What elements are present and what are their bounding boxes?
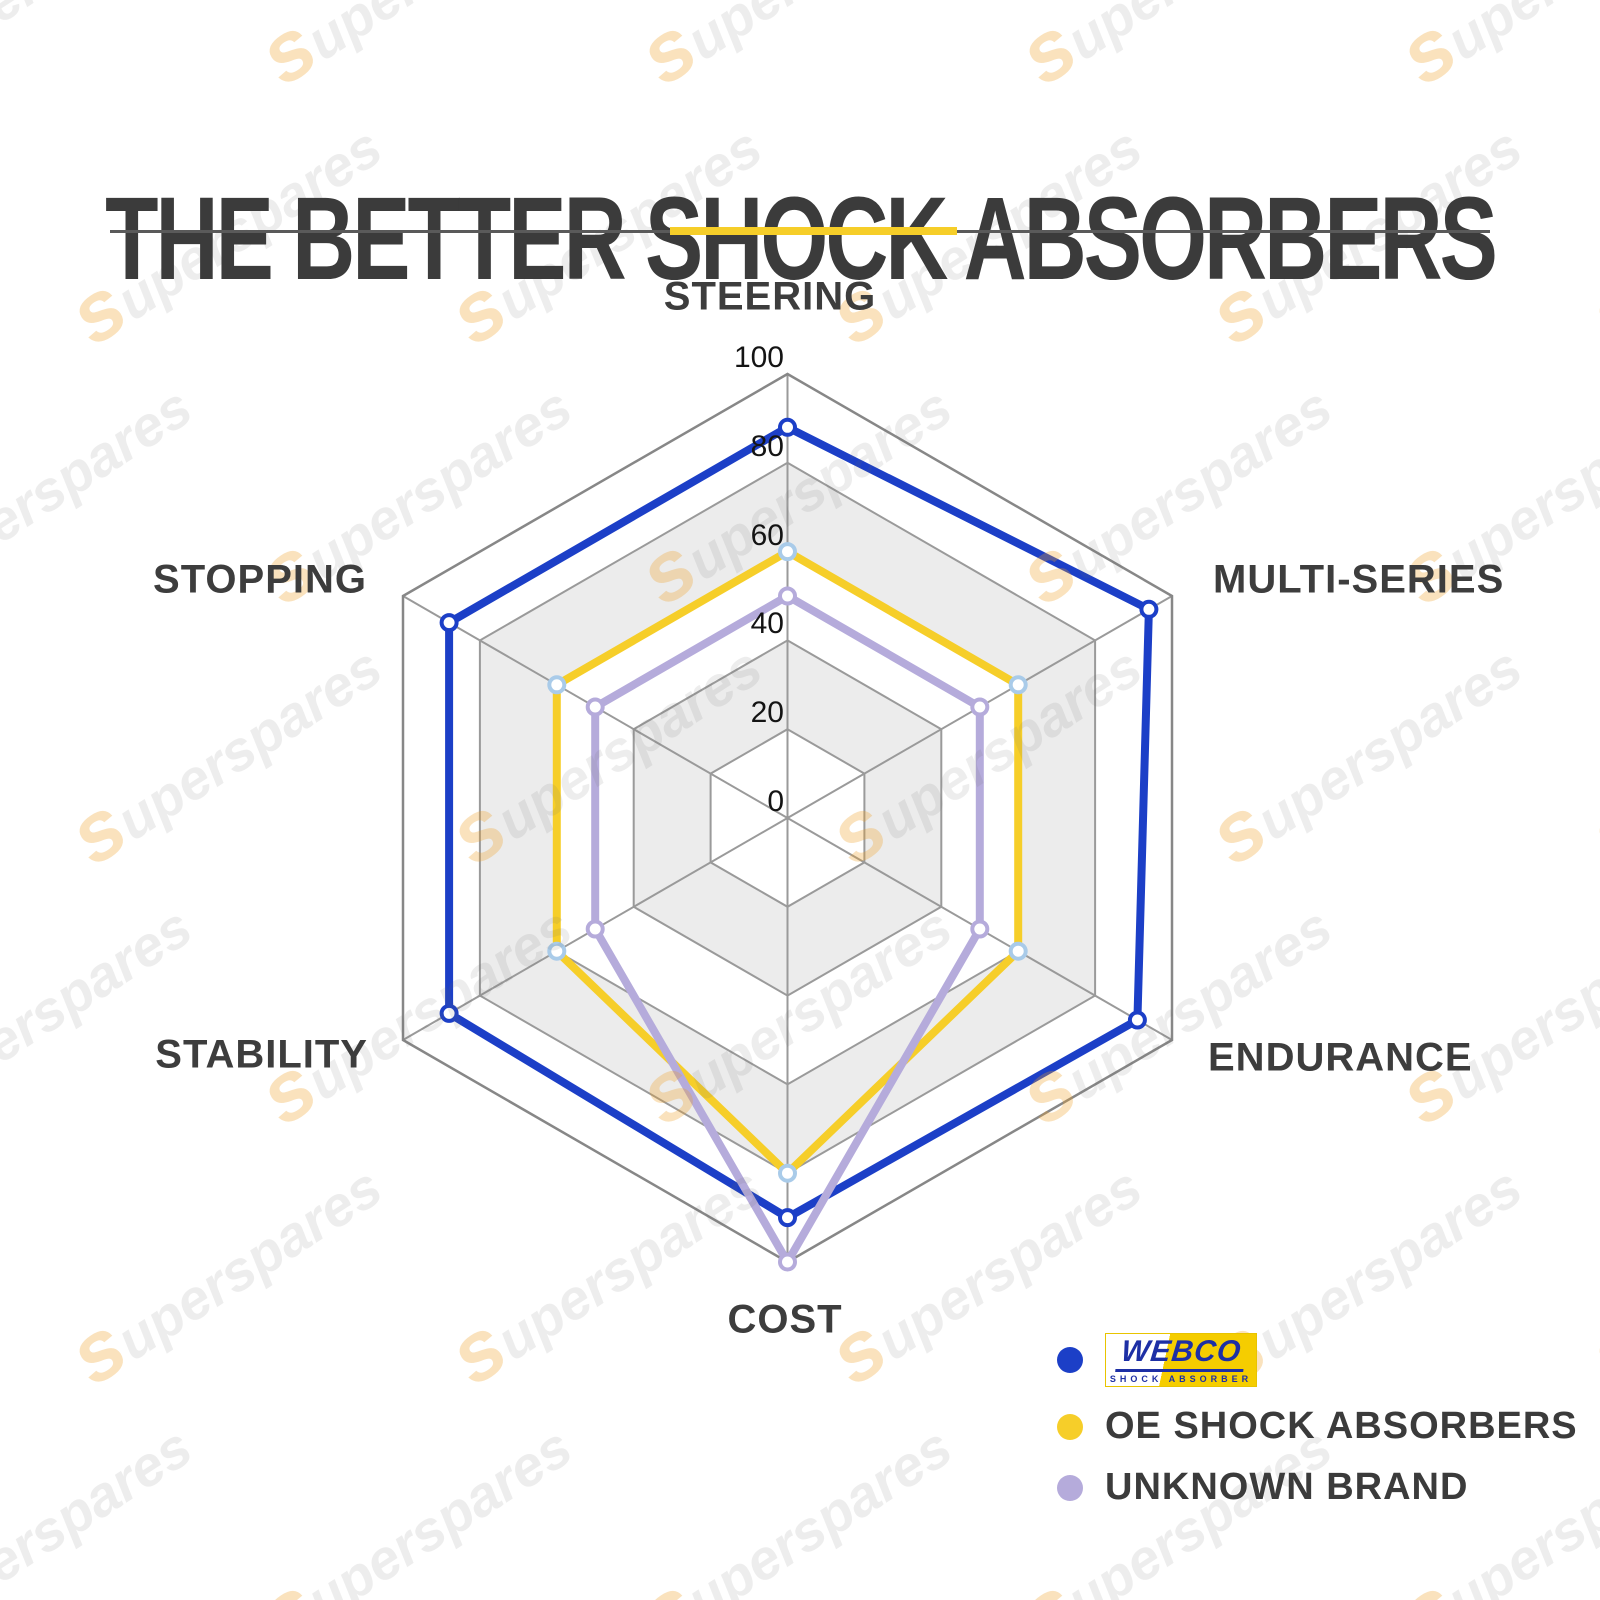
webco-logo-text: WEBCO <box>1115 1335 1247 1372</box>
legend-item-oe: OE SHOCK ABSORBERS <box>1057 1405 1578 1448</box>
series-marker <box>778 1252 797 1272</box>
legend-dot-oe <box>1057 1413 1083 1440</box>
legend-label-oe: OE SHOCK ABSORBERS <box>1105 1405 1578 1447</box>
legend: WEBCO SHOCK ABSORBER OE SHOCK ABSORBERS … <box>1057 1333 1578 1509</box>
webco-logo-subtext: SHOCK ABSORBER <box>1109 1373 1253 1384</box>
series-marker <box>585 697 605 717</box>
series-marker <box>778 417 797 437</box>
title-divider-accent <box>670 227 957 235</box>
series-marker <box>778 586 797 606</box>
legend-dot-unknown <box>1057 1474 1083 1501</box>
series-marker <box>970 919 990 939</box>
series-marker <box>778 1208 797 1228</box>
series-marker <box>547 675 567 695</box>
series-marker <box>439 613 459 633</box>
series-marker <box>439 1003 459 1023</box>
radar-gridline <box>632 639 943 997</box>
series-marker <box>1008 941 1028 961</box>
series-marker <box>585 919 605 939</box>
series-marker <box>970 697 990 717</box>
series-marker <box>1127 1010 1147 1030</box>
legend-label-unknown: UNKNOWN BRAND <box>1105 1466 1469 1508</box>
page-title: THE BETTER SHOCK ABSORBERS <box>105 173 1498 306</box>
legend-item-unknown: UNKNOWN BRAND <box>1057 1466 1578 1509</box>
series-marker <box>778 542 797 562</box>
series-marker <box>1008 675 1028 695</box>
radar-gridline <box>709 728 866 908</box>
title-divider <box>110 227 1490 235</box>
series-marker <box>778 1163 797 1183</box>
series-marker <box>1139 599 1159 619</box>
webco-logo: WEBCO SHOCK ABSORBER <box>1105 1333 1257 1387</box>
legend-item-webco: WEBCO SHOCK ABSORBER <box>1057 1333 1578 1387</box>
series-marker <box>547 941 567 961</box>
legend-dot-webco <box>1057 1347 1083 1373</box>
